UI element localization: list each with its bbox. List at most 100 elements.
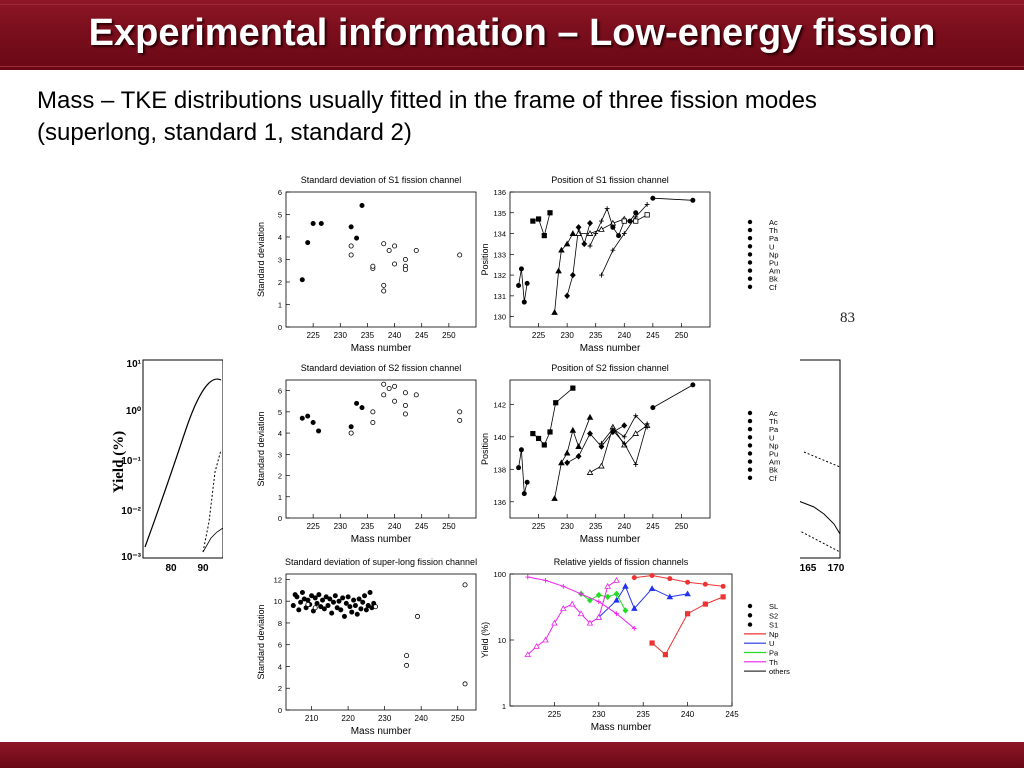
data-point xyxy=(621,440,627,446)
data-point xyxy=(563,240,571,247)
data-point xyxy=(632,430,639,436)
data-point xyxy=(294,594,300,600)
x-tick-label: 250 xyxy=(442,331,456,340)
data-point xyxy=(547,429,553,435)
data-point xyxy=(599,272,604,278)
x-tick-label: 230 xyxy=(334,522,348,531)
legend-label: Np xyxy=(769,250,779,259)
data-point xyxy=(666,593,674,600)
y-tick-label: 0 xyxy=(278,706,282,715)
data-point xyxy=(586,413,594,420)
legend-label: Pu xyxy=(769,450,778,459)
data-point xyxy=(587,219,593,227)
title-bar: Experimental information – Low-energy fi… xyxy=(0,0,1024,70)
data-point xyxy=(392,398,398,404)
data-point xyxy=(309,593,315,599)
data-point xyxy=(542,636,549,643)
plot-frame xyxy=(509,379,711,519)
legend-marker xyxy=(747,467,753,472)
data-point xyxy=(316,592,322,598)
series-line xyxy=(612,423,648,466)
y-tick-label: 2 xyxy=(278,684,282,693)
legend-marker xyxy=(747,252,753,257)
data-point xyxy=(613,590,620,598)
x-tick-label: 230 xyxy=(560,331,574,340)
data-point xyxy=(575,230,582,236)
plot-frame xyxy=(285,191,477,328)
data-point xyxy=(415,613,421,619)
legend-marker xyxy=(747,260,753,265)
background-ytick: 10⁻¹ xyxy=(121,456,141,467)
data-point xyxy=(575,224,582,231)
data-point xyxy=(543,577,548,583)
data-point xyxy=(318,604,324,610)
x-tick-label: 235 xyxy=(637,710,651,719)
data-point xyxy=(633,218,639,224)
data-point xyxy=(402,402,408,408)
data-point xyxy=(631,605,638,611)
y-tick-label: 136 xyxy=(493,498,506,507)
x-tick-label: 220 xyxy=(341,714,355,723)
data-point xyxy=(386,248,392,254)
data-point xyxy=(516,282,522,288)
x-tick-label: 240 xyxy=(618,331,632,340)
legend-label: Bk xyxy=(769,466,778,475)
data-point xyxy=(598,443,605,450)
legend-label: U xyxy=(769,639,774,648)
plot-frame xyxy=(285,379,477,519)
background-dotted-curve xyxy=(202,449,222,553)
x-tick-label: 250 xyxy=(675,331,689,340)
y-tick-label: 8 xyxy=(278,619,282,628)
data-point xyxy=(310,419,316,425)
y-tick-label: 1 xyxy=(278,493,282,502)
data-point xyxy=(305,601,311,607)
legend-marker xyxy=(747,418,753,424)
legend-marker xyxy=(747,475,753,480)
x-tick-label: 250 xyxy=(442,522,456,531)
data-point xyxy=(662,652,669,658)
legend-label: Np xyxy=(769,441,779,450)
page-number: 83 xyxy=(840,310,855,326)
background-right-dotted xyxy=(803,451,841,468)
data-point xyxy=(610,427,616,433)
data-point xyxy=(586,230,594,236)
data-point xyxy=(392,383,398,389)
data-point xyxy=(598,462,605,469)
background-xtick: 165 xyxy=(800,563,817,574)
y-tick-label: 10 xyxy=(274,597,282,606)
data-point xyxy=(457,409,463,415)
data-point xyxy=(290,603,296,609)
data-point xyxy=(349,609,355,615)
data-point xyxy=(356,596,362,602)
data-point xyxy=(365,603,371,609)
chart-title: Standard deviation of super-long fission… xyxy=(285,557,477,567)
legend-label: Th xyxy=(769,417,778,426)
background-plot-frame xyxy=(142,359,224,559)
y-tick-label: 2 xyxy=(278,278,282,287)
data-point xyxy=(631,625,637,631)
x-tick-label: 225 xyxy=(532,522,546,531)
data-point xyxy=(586,619,594,626)
background-yield-svg-left: Yield (%) 10¹ 10⁰ 10⁻¹ 10⁻² 10⁻³ 80 90 xyxy=(111,359,224,574)
data-point xyxy=(348,424,354,430)
data-point xyxy=(352,603,358,609)
legend-marker xyxy=(747,622,753,627)
data-point xyxy=(331,599,337,605)
y-tick-label: 10 xyxy=(498,636,506,645)
legend-label: Bk xyxy=(769,275,778,284)
data-point xyxy=(347,604,353,610)
data-point xyxy=(314,600,320,606)
data-point xyxy=(613,576,620,583)
data-point xyxy=(667,576,673,582)
data-point xyxy=(535,435,542,442)
legend-marker xyxy=(747,451,753,456)
x-tick-label: 225 xyxy=(306,331,320,340)
data-point xyxy=(516,465,522,471)
bottom-bar xyxy=(0,742,1024,768)
slide-title: Experimental information – Low-energy fi… xyxy=(88,12,936,54)
data-point xyxy=(316,428,322,434)
legend-marker xyxy=(747,236,753,241)
data-point xyxy=(402,411,408,417)
background-right-curve xyxy=(795,499,841,535)
x-tick-label: 225 xyxy=(548,710,562,719)
